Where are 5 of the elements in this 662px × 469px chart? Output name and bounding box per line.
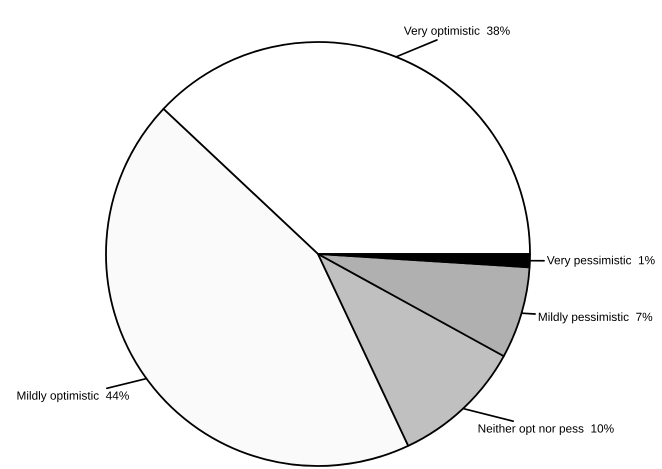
slice-label: Mildly pessimistic 7% (538, 312, 652, 324)
slice-label: Mildly optimistic 44% (17, 391, 129, 402)
slice-label: Neither opt nor pess 10% (478, 424, 614, 435)
slice-label: Very pessimistic 1% (546, 256, 655, 267)
slice-label: Very optimistic 38% (404, 26, 510, 38)
